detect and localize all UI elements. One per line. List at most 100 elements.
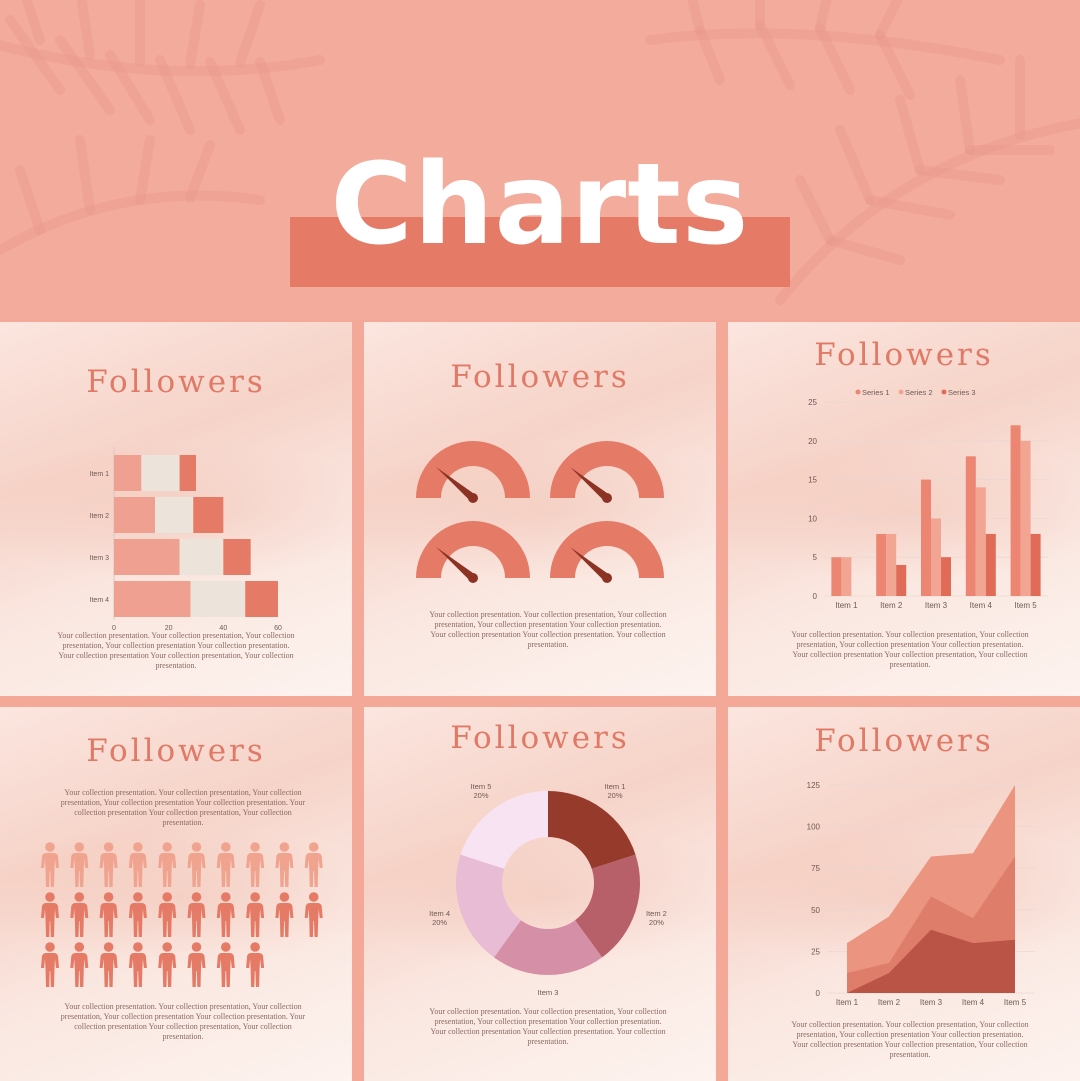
person-body	[41, 903, 59, 937]
person-body	[216, 903, 235, 937]
donut-chart: Item 120%Item 220%Item 320%Item 420%Item…	[429, 782, 667, 999]
person-icon	[41, 892, 59, 937]
person-body	[187, 953, 206, 987]
panel-description: Your collection presentation. Your colle…	[791, 1020, 1029, 1059]
panel-description: Your collection presentation. Your colle…	[791, 630, 1029, 669]
title-highlight-bar	[290, 217, 790, 287]
slice-percent: 20%	[432, 918, 447, 927]
person-head	[133, 942, 143, 952]
person-icon	[304, 842, 323, 887]
panel-description: Your collection presentation. Your colle…	[429, 610, 667, 649]
y-tick-label: 25	[808, 398, 817, 407]
bar	[1020, 440, 1031, 596]
gauge-needle-hub	[602, 493, 612, 503]
person-icon	[70, 942, 89, 987]
gauge-arc	[550, 441, 664, 498]
category-label: Item 3	[90, 555, 110, 562]
person-body	[158, 953, 177, 987]
x-tick-label: Item 1	[835, 601, 858, 610]
donut-slice	[456, 854, 521, 958]
gauge-needle	[570, 547, 610, 582]
bar	[876, 533, 887, 596]
area-chart: 0 25 50 75 100 125 Item 1 Item 2 Item 3 Item 4 Ite…	[807, 781, 1035, 1007]
panel-grouped-bar: Followers 0 5 10 15 20 25 Item 1 Item 2 Item 3 It…	[728, 322, 1080, 696]
bar	[931, 518, 941, 596]
legend-label: Series 1	[862, 388, 890, 397]
person-icon	[158, 842, 177, 887]
person-icon	[304, 892, 323, 937]
person-body	[246, 903, 265, 937]
bar-segment	[114, 497, 155, 533]
bar-segment	[193, 497, 224, 533]
person-head	[221, 942, 231, 952]
bar	[1030, 533, 1041, 596]
person-body	[216, 953, 235, 987]
gauge-arc	[416, 521, 530, 578]
person-body	[128, 853, 147, 887]
gauge-group	[416, 441, 664, 583]
person-icon	[246, 892, 265, 937]
x-tick-label: Item 3	[925, 601, 948, 610]
person-body	[187, 903, 206, 937]
person-icon	[70, 842, 89, 887]
slice-label: Item 3	[538, 988, 559, 997]
bar	[921, 479, 931, 596]
person-head	[279, 842, 290, 852]
y-tick-label: 0	[813, 592, 818, 601]
person-head	[133, 842, 143, 852]
bar-segment	[223, 539, 251, 575]
slice-percent: 20%	[540, 997, 555, 999]
x-tick-label: 20	[165, 625, 173, 632]
person-icon	[246, 942, 265, 987]
person-body	[70, 853, 89, 887]
person-head	[162, 842, 172, 852]
donut-slice	[493, 920, 603, 975]
panel-donut: Followers Item 120%Item 220%Item 320%Ite…	[364, 707, 716, 1081]
person-head	[45, 842, 55, 852]
y-tick-label: 25	[811, 947, 820, 956]
person-body	[70, 903, 89, 937]
y-tick-label: 5	[813, 553, 818, 562]
slice-label: Item 5	[471, 782, 492, 791]
bar-segment	[141, 455, 180, 491]
person-icon	[99, 892, 118, 937]
person-icon	[70, 892, 89, 937]
donut-slice	[548, 791, 636, 869]
slice-label: Item 4	[429, 909, 450, 918]
bar-segment	[155, 497, 194, 533]
bar	[941, 557, 951, 596]
category-label: Item 2	[90, 513, 110, 520]
person-icon	[99, 942, 118, 987]
person-body	[304, 903, 323, 937]
bar	[1010, 425, 1021, 596]
y-tick-label: 75	[811, 864, 820, 873]
leaf-shadow-decoration	[0, 0, 1080, 305]
panel-title: Followers	[814, 723, 994, 759]
person-head	[103, 892, 114, 902]
area-series	[847, 929, 1015, 993]
person-icon	[187, 842, 206, 887]
person-icon	[41, 942, 59, 987]
gauge-arc	[416, 441, 530, 498]
person-body	[128, 953, 147, 987]
person-icon	[128, 942, 147, 987]
bar	[896, 564, 907, 596]
bar-segment	[114, 581, 191, 617]
slice-percent: 20%	[473, 791, 488, 800]
bar	[831, 557, 842, 596]
person-body	[99, 853, 118, 887]
panel-area: Followers 0 25 50 75 100 125 Item 1 Item 2 Item …	[728, 707, 1080, 1081]
person-head	[191, 942, 202, 952]
y-tick-label: 10	[808, 514, 817, 523]
person-icon	[216, 942, 235, 987]
legend-label: Series 3	[948, 388, 976, 397]
person-head	[74, 942, 85, 952]
grouped-bar-chart: 0 5 10 15 20 25 Item 1 Item 2 Item 3 Item 4 Item 5…	[808, 388, 1048, 610]
person-head	[250, 842, 260, 852]
person-icon	[128, 842, 147, 887]
person-head	[162, 892, 172, 902]
person-head	[45, 892, 55, 902]
header-banner: Charts	[0, 0, 1080, 320]
x-tick-label: Item 2	[878, 998, 901, 1007]
person-head	[308, 842, 319, 852]
